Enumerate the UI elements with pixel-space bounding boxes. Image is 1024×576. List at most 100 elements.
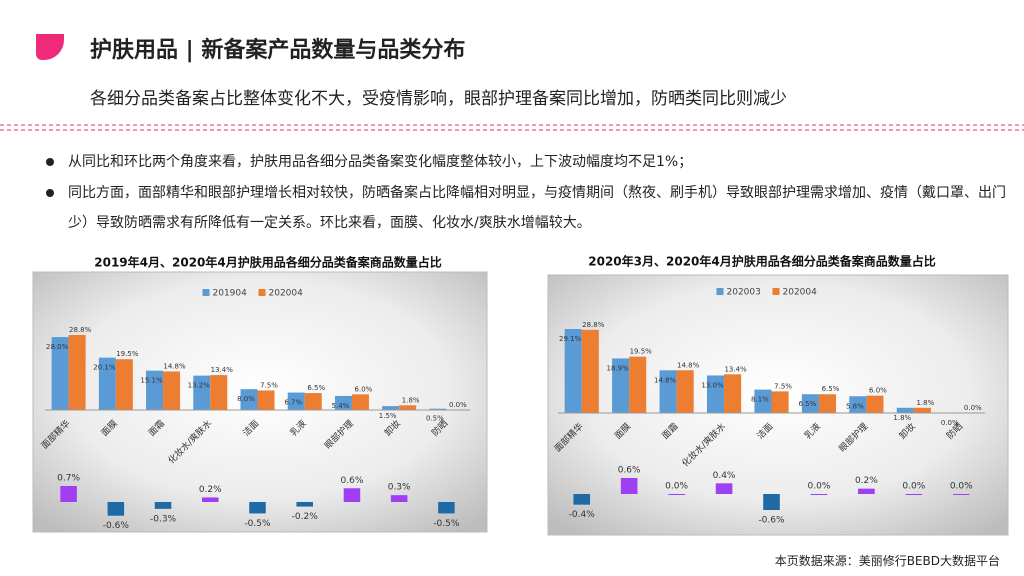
value-label: 1.8%	[893, 414, 911, 422]
chart-title: 2019年4月、2020年4月护肤用品各细分品类备案商品数量占比	[94, 255, 442, 270]
value-label: 19.5%	[116, 350, 139, 358]
value-label: 0.6%	[341, 476, 364, 486]
value-label: -0.3%	[150, 514, 177, 524]
value-label: 28.8%	[69, 326, 92, 334]
value-label: 5.4%	[332, 402, 350, 410]
bar	[564, 329, 582, 413]
change-bar	[154, 502, 172, 509]
change-bar	[952, 494, 970, 495]
bar	[706, 375, 725, 413]
value-label: 6.7%	[284, 399, 302, 407]
bar	[51, 337, 69, 410]
value-label: 6.5%	[822, 385, 840, 393]
legend-label: 201904	[213, 289, 248, 299]
change-bar	[390, 495, 408, 502]
bullet: 从同比和环比两个角度来看，护肤用品各细分品类备案变化幅度整体较小，上下波动幅度均…	[46, 147, 1008, 177]
value-label: -0.4%	[569, 510, 596, 520]
value-label: 7.5%	[774, 382, 792, 390]
legend-swatch	[716, 288, 724, 295]
bar	[382, 406, 400, 410]
change-bar	[296, 502, 313, 507]
bar	[629, 356, 647, 413]
change-bar	[858, 488, 875, 494]
value-label: 0.0%	[964, 404, 982, 412]
change-bar	[573, 494, 591, 505]
bar	[240, 389, 258, 410]
bar	[896, 407, 914, 413]
value-label: 0.0%	[808, 482, 831, 492]
value-label: 0.0%	[902, 482, 925, 492]
change-bar	[438, 502, 455, 514]
value-label: -0.5%	[244, 519, 271, 529]
value-label: 29.1%	[559, 335, 582, 343]
bar	[146, 370, 164, 410]
value-label: 0.4%	[713, 471, 736, 481]
value-label: 8.0%	[237, 395, 255, 403]
legend-label: 202003	[727, 288, 761, 298]
bar	[287, 392, 305, 410]
value-label: -0.2%	[292, 512, 319, 522]
bar	[612, 358, 630, 413]
bar	[771, 391, 789, 413]
value-label: 0.2%	[855, 476, 878, 486]
bar	[913, 407, 931, 413]
bullet-text: 同比方面，面部精华和眼部护理增长相对较快，防晒备案占比降幅相对明显，与疫情期间（…	[68, 185, 1006, 231]
bar	[676, 370, 694, 413]
value-label: -0.6%	[758, 516, 785, 526]
value-label: 14.8%	[677, 361, 700, 369]
chart-title: 2020年3月、2020年4月护肤用品各细分品类备案商品数量占比	[588, 254, 936, 269]
bar	[115, 359, 133, 410]
bar	[163, 371, 181, 410]
value-label: -0.5%	[433, 519, 460, 529]
legend-label: 202004	[269, 289, 304, 299]
bar	[68, 335, 86, 410]
bar	[193, 375, 211, 410]
change-bar	[60, 486, 77, 502]
bullet: 同比方面，面部精华和眼部护理增长相对较快，防晒备案占比降幅相对明显，与疫情期间（…	[46, 178, 1008, 238]
value-label: 0.0%	[449, 401, 467, 409]
bar	[866, 395, 884, 413]
value-label: 6.5%	[307, 384, 325, 392]
change-bar	[763, 494, 780, 510]
page-title: 护肤用品 | 新备案产品数量与品类分布	[90, 38, 466, 63]
bar	[351, 394, 369, 410]
bar	[304, 393, 322, 410]
value-label: 0.2%	[199, 485, 222, 495]
change-bar	[620, 478, 638, 494]
change-bar	[343, 488, 361, 502]
value-label: 13.0%	[701, 381, 724, 389]
bar	[754, 389, 772, 413]
change-bar	[905, 494, 923, 495]
legend-swatch	[258, 289, 266, 296]
value-label: -0.6%	[103, 521, 130, 531]
value-label: 0.0%	[941, 419, 959, 427]
legend-swatch	[202, 289, 210, 296]
value-label: 18.9%	[607, 364, 630, 372]
bar	[818, 394, 837, 413]
bar	[429, 408, 447, 410]
value-label: 0.5%	[426, 415, 444, 423]
bar	[257, 390, 275, 410]
value-label: 15.1%	[140, 377, 163, 385]
change-bar	[249, 502, 266, 514]
value-label: 1.8%	[916, 399, 934, 407]
change-bar	[202, 497, 219, 502]
value-label: 19.5%	[630, 348, 653, 356]
bar	[210, 375, 228, 410]
change-bar	[715, 483, 733, 494]
bar	[581, 329, 599, 413]
bar	[98, 357, 116, 410]
bar	[659, 370, 677, 413]
value-label: 13.4%	[211, 366, 234, 374]
value-label: 7.5%	[260, 381, 278, 389]
value-label: 0.0%	[665, 482, 688, 492]
value-label: 0.3%	[388, 483, 411, 493]
bar	[399, 405, 417, 410]
value-label: 0.0%	[950, 482, 973, 492]
value-label: 1.8%	[402, 396, 420, 404]
bar	[724, 374, 742, 413]
value-label: 6.5%	[799, 400, 817, 408]
change-bar	[810, 494, 828, 495]
